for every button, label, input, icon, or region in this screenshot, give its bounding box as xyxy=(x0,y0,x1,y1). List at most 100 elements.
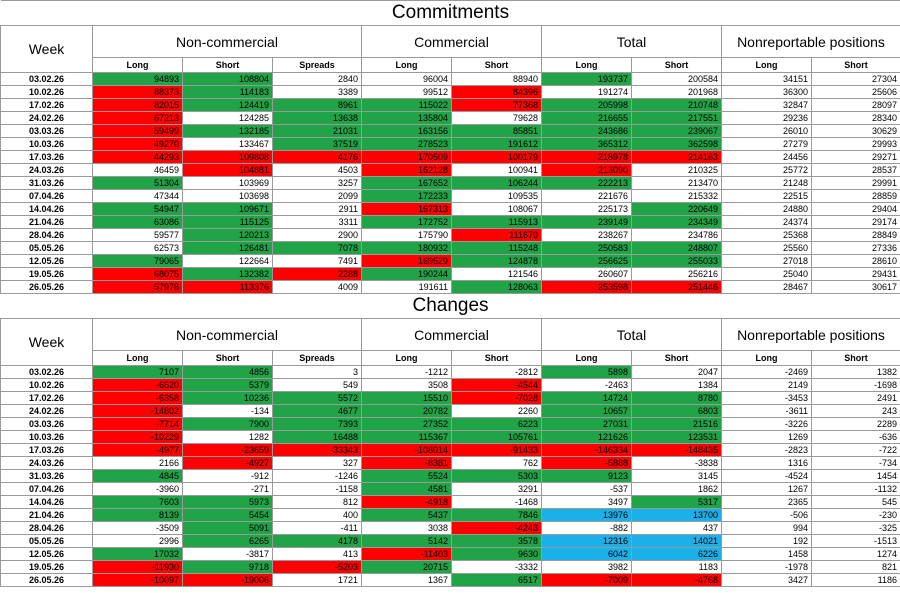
value-cell: 1721 xyxy=(272,573,362,587)
value-cell: 5454 xyxy=(182,508,273,522)
value-cell: 201968 xyxy=(631,85,722,99)
table-row: 12.05.26 79065 122664 7491 169529 124878 25662… xyxy=(0,254,900,268)
value-cell: 99512 xyxy=(361,85,452,99)
value-cell: 3427 xyxy=(721,573,812,587)
value-cell: 7900 xyxy=(182,417,273,431)
week-date: 12.05.26 xyxy=(0,547,93,561)
value-cell: 128063 xyxy=(451,280,542,294)
value-cell: 545 xyxy=(811,495,900,509)
week-date: 07.04.26 xyxy=(0,189,93,203)
value-cell: 192 xyxy=(721,534,812,548)
value-cell: -3838 xyxy=(631,456,722,470)
value-cell: -2812 xyxy=(451,365,542,379)
value-cell: 762 xyxy=(451,456,542,470)
value-cell: 2491 xyxy=(811,391,900,405)
value-cell: 1183 xyxy=(631,560,722,574)
value-cell: 180932 xyxy=(361,241,452,255)
value-cell: 63086 xyxy=(92,215,183,229)
value-cell: 14021 xyxy=(631,534,722,548)
value-cell: 88940 xyxy=(451,72,542,86)
value-cell: 3497 xyxy=(541,495,632,509)
value-cell: 1384 xyxy=(631,378,722,392)
value-cell: 77368 xyxy=(451,98,542,112)
long-header: Long xyxy=(541,350,632,366)
commercial-header: Commercial xyxy=(361,25,542,58)
value-cell: 9718 xyxy=(182,560,273,574)
value-cell: -537 xyxy=(541,482,632,496)
value-cell: -271 xyxy=(182,482,273,496)
value-cell: 121626 xyxy=(541,430,632,444)
value-cell: 7846 xyxy=(451,508,542,522)
value-cell: 28340 xyxy=(811,111,900,125)
value-cell: 2047 xyxy=(631,365,722,379)
table-row: 31.03.26 51304 103969 3257 167652 106244 22221… xyxy=(0,176,900,190)
value-cell: 44293 xyxy=(92,150,183,164)
value-cell: -1132 xyxy=(811,482,900,496)
value-cell: 260607 xyxy=(541,267,632,281)
table-row: 24.02.26 67213 124285 13638 135804 79628 21665… xyxy=(0,111,900,125)
value-cell: 85851 xyxy=(451,124,542,138)
value-cell: 124878 xyxy=(451,254,542,268)
value-cell: 3578 xyxy=(451,534,542,548)
value-cell: -734 xyxy=(811,456,900,470)
value-cell: -325 xyxy=(811,521,900,535)
value-cell: 27018 xyxy=(721,254,812,268)
value-cell: -1468 xyxy=(451,495,542,509)
value-cell: 248807 xyxy=(631,241,722,255)
value-cell: 28849 xyxy=(811,228,900,242)
value-cell: -6520 xyxy=(92,378,183,392)
value-cell: 5898 xyxy=(541,365,632,379)
table-row: 17.02.26 82015 124419 8961 115022 77368 205998… xyxy=(0,98,900,112)
value-cell: 172233 xyxy=(361,189,452,203)
week-date: 12.05.26 xyxy=(0,254,93,268)
value-cell: 1382 xyxy=(811,365,900,379)
value-cell: 175790 xyxy=(361,228,452,242)
value-cell: 115022 xyxy=(361,98,452,112)
value-cell: 103969 xyxy=(182,176,273,190)
value-cell: 9123 xyxy=(541,469,632,483)
value-cell: 234786 xyxy=(631,228,722,242)
value-cell: 4581 xyxy=(361,482,452,496)
value-cell: 3257 xyxy=(272,176,362,190)
long-header: Long xyxy=(361,57,452,73)
value-cell: -5203 xyxy=(272,560,362,574)
value-cell: 7078 xyxy=(272,241,362,255)
value-cell: 30617 xyxy=(811,280,900,294)
value-cell: -10097 xyxy=(92,573,183,587)
value-cell: 1269 xyxy=(721,430,812,444)
value-cell: 133467 xyxy=(182,137,273,151)
value-cell: 213090 xyxy=(541,163,632,177)
value-cell: -411 xyxy=(272,521,362,535)
short-header: Short xyxy=(182,350,273,366)
value-cell: 6042 xyxy=(541,547,632,561)
value-cell: 1316 xyxy=(721,456,812,470)
value-cell: 2149 xyxy=(721,378,812,392)
value-cell: 5142 xyxy=(361,534,452,548)
value-cell: -1513 xyxy=(811,534,900,548)
value-cell: 111670 xyxy=(451,228,542,242)
value-cell: 27031 xyxy=(541,417,632,431)
value-cell: 24880 xyxy=(721,202,812,216)
value-cell: 28097 xyxy=(811,98,900,112)
table-row: 14.04.26 7603 5973 812 -4918 -1468 3497 5317 236… xyxy=(0,495,900,509)
value-cell: 256216 xyxy=(631,267,722,281)
nonreportable-header: Nonreportable positions xyxy=(721,318,900,351)
value-cell: -2463 xyxy=(541,378,632,392)
table-row: 03.02.26 94893 108804 2840 96004 88940 193737 2… xyxy=(0,72,900,86)
value-cell: -33343 xyxy=(272,443,362,457)
short-header: Short xyxy=(451,350,542,366)
value-cell: 21248 xyxy=(721,176,812,190)
table-row: 19.05.26 68075 132382 2288 190244 121546 26060… xyxy=(0,267,900,281)
value-cell: 88373 xyxy=(92,85,183,99)
value-cell: 3508 xyxy=(361,378,452,392)
value-cell: 21031 xyxy=(272,124,362,138)
value-cell: 213470 xyxy=(631,176,722,190)
value-cell: -636 xyxy=(811,430,900,444)
value-cell: 13700 xyxy=(631,508,722,522)
value-cell: 12316 xyxy=(541,534,632,548)
value-cell: 132382 xyxy=(182,267,273,281)
value-cell: 5379 xyxy=(182,378,273,392)
week-date: 31.03.26 xyxy=(0,469,93,483)
value-cell: 9630 xyxy=(451,547,542,561)
